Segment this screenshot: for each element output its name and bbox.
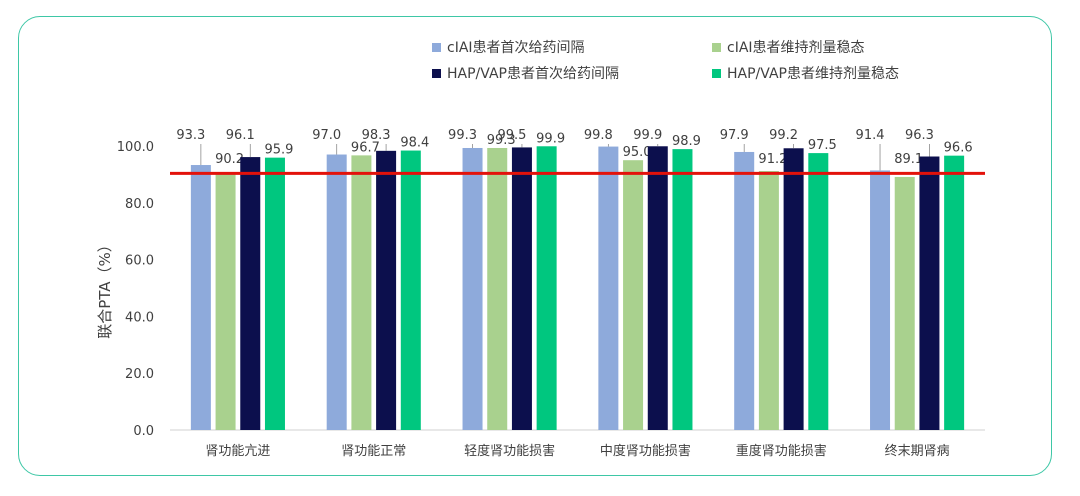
data-label: 99.9 — [633, 128, 662, 143]
y-tick-label: 100.0 — [117, 140, 154, 155]
bar — [190, 165, 211, 430]
bar — [511, 147, 532, 431]
bar — [944, 155, 965, 430]
legend-swatch — [712, 42, 721, 52]
data-label: 96.6 — [944, 141, 973, 156]
bar — [783, 148, 804, 430]
legend-swatch — [432, 68, 441, 78]
x-category-label: 中度肾功能损害 — [600, 443, 691, 459]
x-category-label: 终末期肾病 — [885, 443, 950, 459]
data-label: 97.5 — [808, 138, 837, 153]
data-label: 98.3 — [362, 128, 391, 143]
data-label: 95.0 — [623, 145, 652, 160]
data-label: 98.4 — [400, 136, 429, 151]
legend-item-hapvap-first-dose: HAP/VAP患者首次给药间隔 — [432, 64, 712, 82]
data-label: 91.2 — [758, 152, 787, 167]
bar — [758, 170, 779, 430]
bar — [919, 156, 940, 430]
data-label: 98.9 — [672, 134, 701, 149]
legend-label: HAP/VAP患者首次给药间隔 — [447, 66, 619, 82]
data-label: 91.4 — [856, 128, 885, 143]
bar — [672, 149, 693, 430]
bar — [326, 154, 347, 430]
legend: cIAI患者首次给药间隔 cIAI患者维持剂量稳态 HAP/VAP患者首次给药间… — [432, 38, 972, 82]
data-label: 93.3 — [176, 128, 205, 143]
bar — [894, 176, 915, 430]
data-label: 99.3 — [448, 128, 477, 143]
x-category-label: 重度肾功能损害 — [736, 443, 827, 459]
data-label: 89.1 — [894, 152, 923, 167]
legend-item-hapvap-steady-state: HAP/VAP患者维持剂量稳态 — [712, 64, 972, 82]
legend-item-cIAI-first-dose: cIAI患者首次给药间隔 — [432, 38, 712, 56]
legend-label: HAP/VAP患者维持剂量稳态 — [727, 66, 899, 82]
y-tick-label: 40.0 — [125, 310, 154, 325]
bar — [462, 147, 483, 430]
data-label: 99.5 — [497, 128, 526, 143]
data-label: 96.3 — [905, 128, 934, 143]
bar — [376, 150, 397, 430]
legend-item-cIAI-steady-state: cIAI患者维持剂量稳态 — [712, 38, 972, 56]
bar — [536, 146, 557, 430]
data-label: 99.2 — [769, 128, 798, 143]
y-axis-title: 联合PTA（%） — [96, 237, 114, 339]
y-tick-label: 20.0 — [125, 367, 154, 382]
bar — [215, 173, 236, 430]
legend-label: cIAI患者维持剂量稳态 — [727, 40, 865, 56]
bar — [400, 150, 421, 430]
x-category-label: 轻度肾功能损害 — [464, 443, 555, 459]
legend-swatch — [712, 68, 721, 78]
legend-label: cIAI患者首次给药间隔 — [447, 40, 585, 56]
bar — [647, 146, 668, 430]
bar — [487, 147, 508, 430]
data-label: 99.9 — [536, 131, 565, 146]
data-label: 96.1 — [226, 128, 255, 143]
x-category-label: 肾功能亢进 — [205, 443, 270, 459]
bar — [598, 146, 619, 430]
data-label: 99.3 — [487, 133, 516, 148]
data-label: 90.2 — [215, 152, 244, 167]
data-label: 96.7 — [351, 140, 380, 155]
bar — [264, 157, 285, 431]
data-label: 95.9 — [264, 143, 293, 158]
bar — [870, 170, 891, 430]
y-tick-label: 60.0 — [125, 254, 154, 269]
bar — [734, 151, 755, 431]
bar — [808, 153, 829, 430]
y-tick-label: 80.0 — [125, 197, 154, 212]
data-label: 99.8 — [584, 128, 613, 143]
legend-swatch — [432, 42, 441, 52]
bar — [351, 155, 372, 430]
data-label: 97.0 — [312, 128, 341, 143]
bar — [240, 157, 261, 431]
x-category-label: 肾功能正常 — [341, 444, 406, 459]
bar — [623, 160, 644, 430]
data-label: 97.9 — [720, 128, 749, 143]
y-tick-label: 0.0 — [133, 424, 154, 439]
